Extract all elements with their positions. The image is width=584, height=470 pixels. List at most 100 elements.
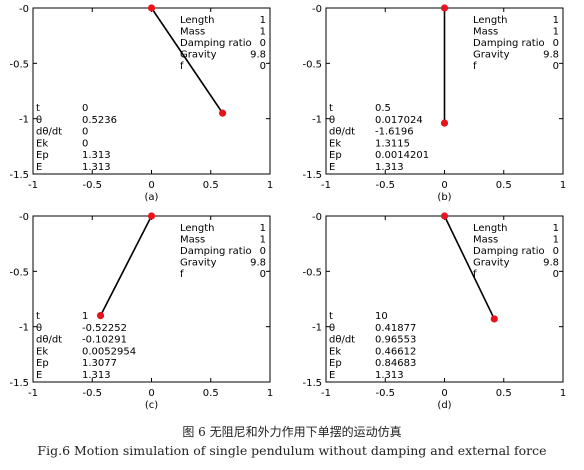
pendulum-bob	[490, 315, 498, 323]
y-tick-label: -1.5	[9, 378, 29, 389]
state-value: 0.5	[375, 103, 391, 114]
state-name: Ep	[329, 358, 342, 369]
state-name: Ep	[36, 358, 49, 369]
param-value: 0	[553, 38, 559, 49]
state-value: 1.313	[82, 162, 111, 173]
param-value: 0	[553, 246, 559, 257]
param-name: f	[473, 269, 477, 280]
state-value: 0.017024	[375, 115, 423, 126]
pendulum-bob	[96, 312, 105, 320]
state-name: t	[36, 103, 40, 114]
pivot-point	[440, 212, 449, 220]
state-name: dθ/dt	[329, 127, 355, 138]
param-value: 1	[553, 235, 559, 246]
state-value: 1.3115	[375, 138, 410, 149]
state-name: θ	[36, 115, 42, 126]
state-name: Ep	[36, 150, 49, 161]
state-value: 1	[82, 311, 88, 322]
state-name: dθ/dt	[36, 335, 62, 346]
state-value: 1.313	[82, 370, 111, 381]
param-name: Gravity	[180, 50, 217, 61]
state-value: 0.46612	[375, 346, 416, 357]
state-value: -0.52252	[82, 323, 127, 334]
y-tick-label: -0.5	[9, 59, 29, 70]
param-value: 0	[260, 269, 266, 280]
x-tick-label: 0	[148, 388, 154, 399]
state-name: Ek	[36, 346, 48, 357]
panel-label: (a)	[145, 192, 159, 203]
panel-label: (c)	[145, 400, 158, 411]
param-name: Damping ratio	[473, 38, 545, 49]
param-name: Damping ratio	[473, 246, 545, 257]
state-value: 1.313	[375, 162, 404, 173]
param-name: Mass	[473, 235, 498, 246]
pendulum-rod	[99, 215, 153, 316]
state-name: E	[36, 370, 42, 381]
panel-label: (b)	[437, 192, 451, 203]
x-tick-label: 1	[560, 180, 566, 191]
param-value: 0	[260, 38, 266, 49]
figure-caption-english: Fig.6 Motion simulation of single pendul…	[37, 443, 547, 458]
x-tick-label: 0.5	[496, 388, 512, 399]
state-value: 0.5236	[82, 115, 117, 126]
y-tick-label: -1	[312, 323, 322, 334]
x-tick-label: -1	[321, 180, 331, 191]
param-value: 1	[553, 15, 559, 26]
param-name: Gravity	[473, 50, 510, 61]
state-name: t	[329, 311, 333, 322]
param-name: Gravity	[473, 258, 510, 269]
param-value: 9.8	[543, 50, 559, 61]
param-name: Length	[473, 15, 508, 26]
param-value: 0	[260, 246, 266, 257]
state-value: 0.0014201	[375, 150, 429, 161]
param-value: 0	[553, 61, 559, 72]
state-value: 0	[82, 103, 88, 114]
state-name: E	[36, 162, 42, 173]
param-value: 1	[260, 27, 266, 38]
pendulum-bob	[219, 109, 227, 117]
pivot-point	[147, 4, 156, 12]
y-tick-label: -0.5	[302, 267, 322, 278]
pivot-point	[147, 212, 156, 220]
x-tick-label: 0.5	[496, 180, 512, 191]
state-name: θ	[36, 323, 42, 334]
x-tick-label: 0.5	[203, 388, 219, 399]
state-value: -0.10291	[82, 335, 127, 346]
state-value: 0.84683	[375, 358, 416, 369]
state-value: 0.0052954	[82, 346, 136, 357]
plot-frame	[32, 7, 271, 175]
x-tick-label: 0	[441, 180, 447, 191]
param-name: Gravity	[180, 258, 217, 269]
param-name: Damping ratio	[180, 246, 252, 257]
pendulum-bob	[440, 119, 449, 127]
state-value: 10	[375, 311, 388, 322]
plot-frame	[325, 215, 564, 383]
x-tick-label: -0.5	[82, 388, 102, 399]
state-name: t	[329, 103, 333, 114]
pendulum-rod	[150, 7, 224, 114]
y-tick-label: -0	[312, 212, 322, 223]
state-value: 1.3077	[82, 358, 117, 369]
y-tick-label: -1.5	[9, 170, 29, 181]
param-name: f	[180, 61, 184, 72]
state-value: 0	[82, 127, 88, 138]
panel-label: (d)	[437, 400, 451, 411]
y-tick-label: -0	[19, 212, 29, 223]
state-name: Ek	[36, 138, 48, 149]
y-tick-label: -1.5	[302, 170, 322, 181]
x-tick-label: -1	[28, 388, 38, 399]
figure-caption-chinese: 图 6 无阻尼和外力作用下单摆的运动仿真	[182, 425, 402, 439]
param-name: Mass	[473, 27, 498, 38]
y-tick-label: -1	[19, 115, 29, 126]
state-name: θ	[329, 323, 335, 334]
param-name: Length	[473, 223, 508, 234]
x-tick-label: 1	[267, 180, 273, 191]
x-tick-label: -0.5	[82, 180, 102, 191]
x-tick-label: 0.5	[203, 180, 219, 191]
x-tick-label: 1	[560, 388, 566, 399]
state-value: -1.6196	[375, 127, 414, 138]
plot-frame	[32, 215, 271, 383]
